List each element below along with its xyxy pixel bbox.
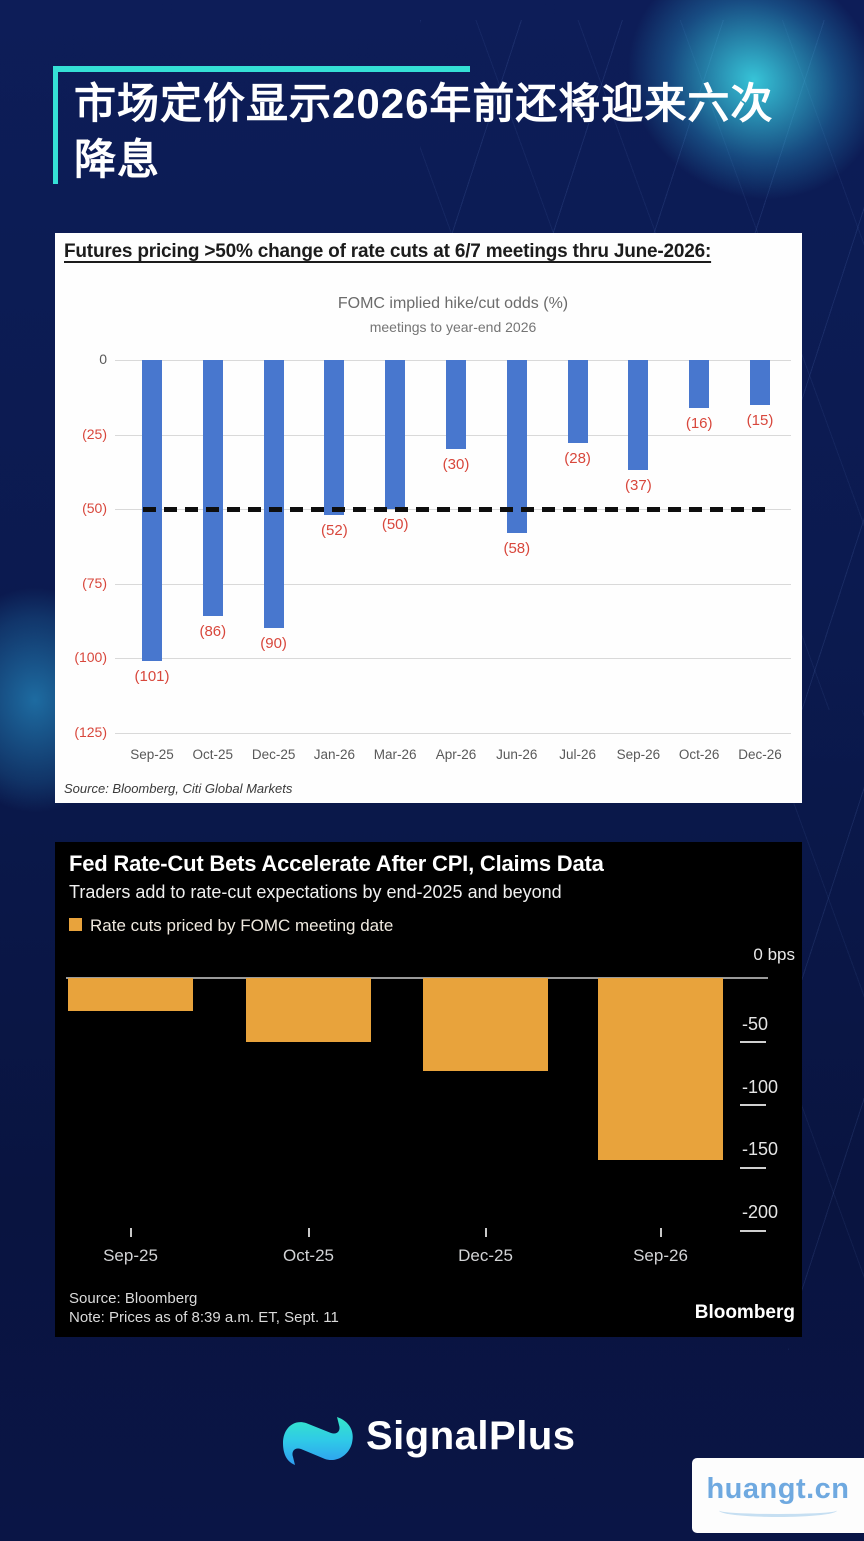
bar-Sep-26: [598, 978, 723, 1160]
bar-value-label: (37): [625, 477, 652, 494]
page-title: 市场定价显示2026年前还将迎来六次 降息: [74, 76, 814, 188]
bar-value-label: (16): [685, 415, 713, 432]
y-tick-dash: [740, 1230, 766, 1232]
bloomberg-chart-panel: Fed Rate-Cut Bets Accelerate After CPI, …: [55, 842, 802, 1337]
x-tick: [659, 1228, 662, 1237]
watermark-swoosh: [719, 1504, 837, 1517]
bloomberg-zero-line: [66, 977, 768, 979]
bar-value-label: (52): [321, 522, 348, 539]
futures-chart-title: FOMC implied hike/cut odds (%): [337, 295, 569, 312]
bar-value-label: (15): [746, 412, 774, 429]
signalplus-logo-icon: [283, 1417, 353, 1465]
bar-Dec-25: [423, 978, 548, 1071]
x-axis-label: Jun-26: [496, 747, 538, 762]
y-tick-label: (125): [74, 723, 107, 740]
futures-chart-source: Source: Bloomberg, Citi Global Markets: [64, 781, 293, 796]
x-axis-label: Oct-25: [282, 1246, 335, 1265]
x-axis-label: Sep-25: [130, 747, 174, 762]
watermark-text: huangt.cn: [706, 1473, 850, 1505]
bar-value-label: (101): [134, 668, 170, 685]
x-axis-label: Apr-26: [435, 747, 477, 762]
bloomberg-chart-subtitle: Traders add to rate-cut expectations by …: [69, 882, 562, 902]
legend-label: Rate cuts priced by FOMC meeting date: [90, 916, 394, 935]
y-tick-label: -150: [742, 1139, 779, 1160]
bar-Jun-26: [506, 360, 527, 533]
x-axis-label: Jul-26: [559, 747, 596, 762]
bar-Mar-26: [385, 360, 406, 509]
y-tick-dash: [740, 1041, 766, 1043]
page-title-line2: 降息: [74, 136, 161, 183]
bar-value-label: (50): [381, 516, 409, 533]
x-axis-label: Dec-26: [738, 747, 782, 762]
x-tick: [484, 1228, 487, 1237]
bar-value-label: (30): [442, 456, 470, 473]
gridline: [115, 658, 791, 659]
bar-Oct-25: [246, 978, 371, 1042]
title-bracket-horizontal: [55, 66, 470, 72]
y-tick-label: 0: [99, 351, 107, 367]
gridline: [115, 732, 791, 734]
futures-chart-subtitle: meetings to year-end 2026: [369, 319, 537, 335]
x-axis-label: Sep-26: [633, 1246, 688, 1265]
bar-value-label: (86): [199, 623, 227, 640]
bloomberg-zero-bps-label: 0 bps: [753, 945, 795, 964]
x-axis-label: Oct-25: [192, 747, 234, 762]
bloomberg-chart-title: Fed Rate-Cut Bets Accelerate After CPI, …: [69, 851, 604, 876]
bar-Sep-25: [68, 978, 193, 1011]
bar-Jul-26: [567, 360, 588, 443]
y-tick-label: (50): [82, 500, 107, 516]
x-tick: [129, 1228, 132, 1237]
bloomberg-note: Note: Prices as of 8:39 a.m. ET, Sept. 1…: [69, 1309, 339, 1326]
bar-Oct-25: [202, 360, 223, 616]
bar-Apr-26: [446, 360, 466, 449]
x-axis-label: Sep-25: [103, 1246, 158, 1265]
reference-line-minus50: [143, 507, 767, 512]
y-tick-label: (25): [82, 425, 107, 442]
title-bracket-vertical: [53, 66, 58, 184]
y-tick-label: -100: [742, 1076, 779, 1097]
x-tick: [307, 1228, 310, 1237]
x-axis-label: Dec-25: [251, 747, 296, 762]
bloomberg-plot-area: -50 -100 -150 -200 Sep-25 Oct-25 Dec-25 Sep-26: [55, 842, 802, 1337]
bloomberg-wordmark: Bloomberg: [694, 1302, 795, 1323]
futures-chart-panel: Futures pricing >50% change of rate cuts…: [55, 233, 802, 803]
fomc-plot-area: 0 (25) (50) (75) (100) (125) (101) Sep-25 (86) Oc…: [55, 233, 802, 803]
page-title-line1: 市场定价显示2026年前还将迎来六次: [74, 80, 774, 127]
x-axis-label: Jan-26: [313, 747, 356, 762]
bar-value-label: (28): [564, 450, 591, 467]
y-tick-label: (75): [82, 574, 107, 591]
watermark-badge: huangt.cn: [692, 1458, 864, 1533]
futures-chart-heading: Futures pricing >50% change of rate cuts…: [64, 241, 712, 262]
x-axis-label: Oct-26: [678, 747, 720, 762]
signalplus-wordmark: SignalPlus: [366, 1414, 576, 1458]
bar-value-label: (90): [260, 635, 287, 652]
y-tick-label: -200: [742, 1202, 779, 1223]
bloomberg-legend: Rate cuts priced by FOMC meeting date: [69, 916, 394, 935]
x-axis-label: Dec-25: [458, 1246, 513, 1265]
y-tick-label: (100): [74, 649, 107, 665]
bar-Oct-26: [689, 360, 710, 408]
x-axis-label: Mar-26: [373, 747, 417, 762]
bar-Sep-26: [628, 360, 649, 470]
legend-swatch-icon: [69, 918, 82, 931]
x-axis-label: Sep-26: [616, 747, 661, 762]
y-tick-label: -50: [742, 1014, 769, 1034]
bar-Dec-26: [750, 360, 770, 405]
bloomberg-source: Source: Bloomberg: [69, 1290, 198, 1307]
bar-Dec-25: [263, 360, 284, 628]
gridline: [115, 583, 791, 585]
bar-value-label: (58): [503, 540, 531, 557]
y-tick-dash: [740, 1167, 766, 1169]
y-tick-dash: [740, 1104, 766, 1106]
bar-Jan-26: [324, 360, 345, 515]
